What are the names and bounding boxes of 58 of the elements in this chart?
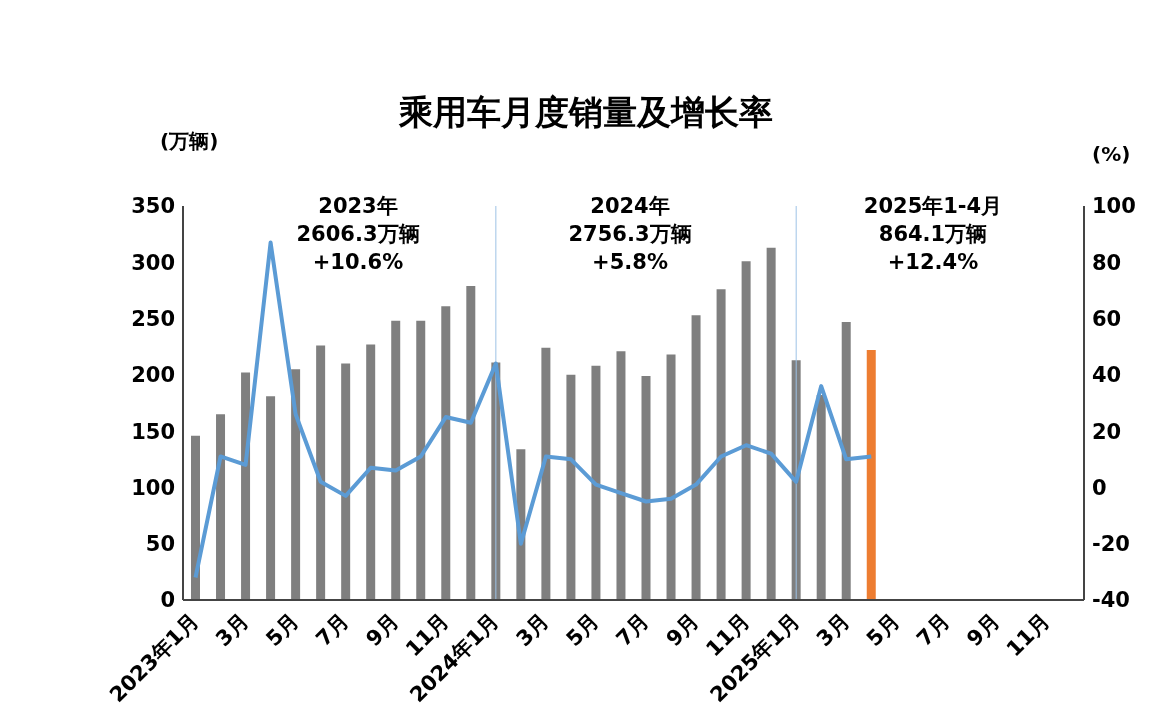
x-tick-label: 9月 — [661, 608, 704, 651]
y2-tick-label: 20 — [1092, 419, 1122, 444]
bar — [366, 344, 376, 600]
bar — [666, 354, 676, 600]
y-tick-label: 100 — [131, 475, 175, 500]
y-tick-label: 300 — [131, 250, 175, 275]
bar — [866, 350, 876, 600]
y2-tick-label: 100 — [1092, 194, 1136, 219]
y2-tick-label: 60 — [1092, 307, 1122, 332]
x-tick-label: 5月 — [561, 608, 604, 651]
y-tick-label: 200 — [131, 363, 175, 388]
y-tick-label: 350 — [131, 194, 175, 219]
bar — [716, 289, 726, 600]
bar — [316, 345, 326, 600]
bar — [741, 261, 751, 600]
y2-tick-label: -40 — [1092, 588, 1130, 613]
y-axis-title: (万辆) — [160, 128, 219, 155]
y2-tick-label: -20 — [1092, 532, 1130, 557]
x-tick-label: 3月 — [811, 608, 855, 651]
bar — [391, 320, 401, 600]
bar — [291, 369, 301, 600]
annotation: 2024年 2756.3万辆 +5.8% — [567, 193, 693, 276]
x-tick-label: 5月 — [261, 608, 304, 651]
chart-title: 乘用车月度销量及增长率 — [399, 92, 773, 132]
bar — [191, 435, 200, 600]
bar — [341, 363, 351, 600]
bar — [641, 375, 651, 600]
bar — [841, 321, 851, 600]
x-tick-label: 7月 — [311, 608, 354, 651]
x-tick-label: 9月 — [361, 608, 404, 651]
x-tick-label: 7月 — [911, 608, 955, 651]
bar — [616, 351, 626, 600]
y-tick-label: 0 — [160, 588, 175, 613]
y2-tick-label: 40 — [1092, 363, 1122, 388]
y-tick-label: 250 — [131, 307, 175, 332]
bar — [541, 347, 551, 600]
bar — [266, 396, 276, 600]
x-tick-label: 3月 — [211, 608, 254, 651]
bar — [441, 306, 451, 600]
annotation: 2023年 2606.3万辆 +10.6% — [295, 193, 421, 276]
x-tick-label: 7月 — [611, 608, 654, 651]
bar — [591, 365, 601, 600]
y2-axis-title: (%) — [1092, 142, 1131, 166]
bar — [241, 372, 251, 600]
x-tick-label: 5月 — [861, 608, 905, 651]
bar — [466, 285, 476, 600]
annotation: 2025年1-4月 864.1万辆 +12.4% — [862, 193, 1004, 276]
bar — [816, 395, 826, 600]
bar — [691, 315, 701, 600]
y-tick-label: 50 — [145, 532, 175, 557]
bar — [416, 320, 426, 600]
bar — [566, 374, 576, 600]
bar — [766, 247, 776, 600]
y-tick-label: 150 — [131, 419, 175, 444]
y2-tick-label: 80 — [1092, 250, 1122, 275]
y2-tick-label: 0 — [1092, 475, 1107, 500]
bar — [216, 414, 226, 600]
x-tick-label: 3月 — [511, 608, 554, 651]
